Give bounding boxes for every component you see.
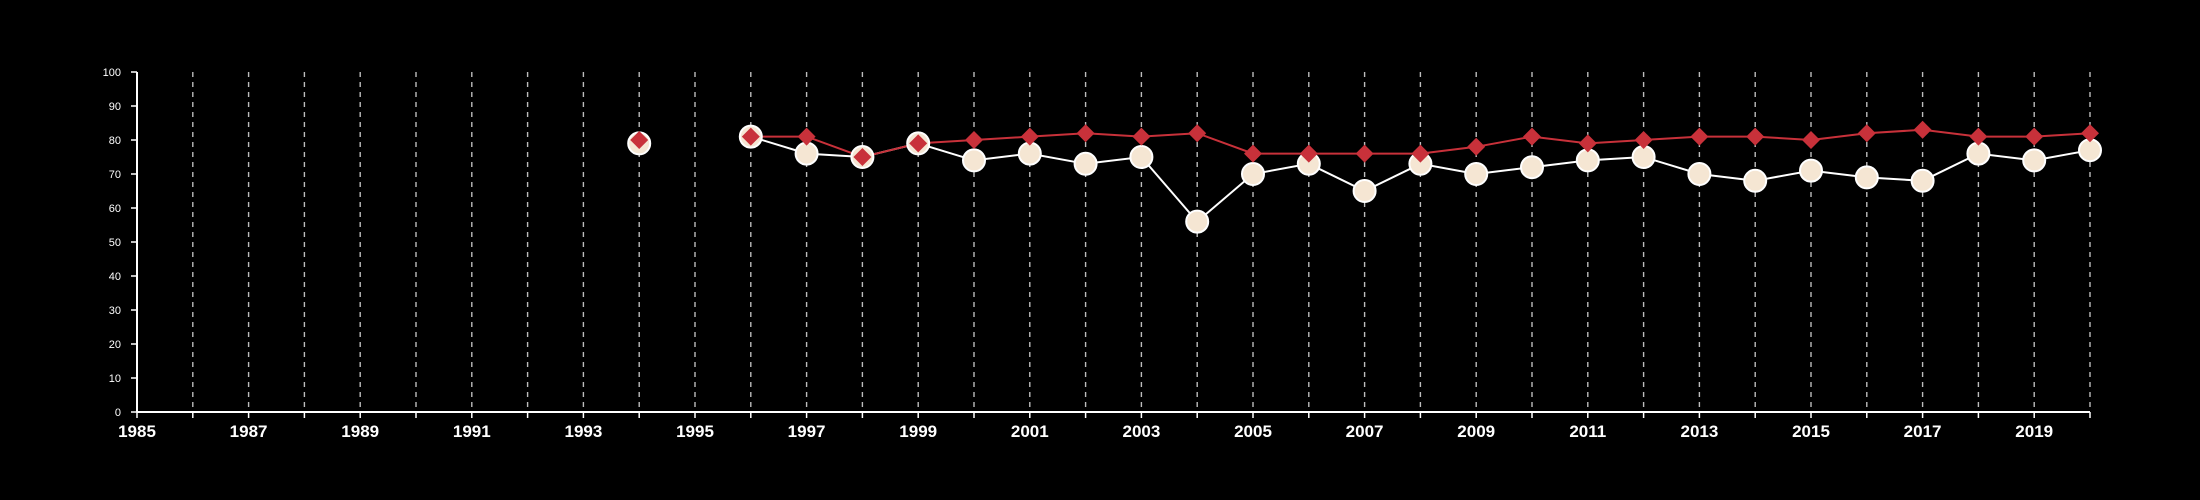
- x-tick-label: 2011: [1569, 422, 1606, 441]
- diamond-point-1999: [909, 134, 928, 153]
- diamond-point-1996: [741, 127, 760, 146]
- y-tick-label: 100: [103, 67, 121, 79]
- diamond-point-2019: [2025, 127, 2044, 146]
- x-tick-label: 2017: [1904, 422, 1942, 441]
- y-tick-label: 60: [109, 203, 121, 215]
- diamond-point-2011: [1578, 134, 1597, 153]
- circle-point-1997: [794, 141, 819, 166]
- diamond-point-2006: [1299, 144, 1318, 163]
- y-tick-label: 90: [109, 101, 121, 113]
- y-tick-label: 70: [109, 169, 121, 181]
- diamond-point-2020: [2081, 124, 2099, 143]
- circle-point-2020: [2078, 138, 2102, 163]
- x-tick-label: 1985: [118, 422, 156, 441]
- circle-point-2005: [1241, 162, 1265, 186]
- circle-point-2004: [1185, 209, 1210, 234]
- axes: 0 10 20 30 40 50 60 70 80 90 100 1985 1987 1989 1991 19…: [103, 67, 2091, 441]
- diamond-point-2012: [1634, 131, 1653, 149]
- x-tick-label: 1991: [453, 422, 491, 441]
- x-tick-label: 1987: [230, 422, 268, 441]
- x-tick-label: 2019: [2015, 422, 2053, 441]
- y-tick-label: 30: [109, 305, 121, 317]
- circle-point-2017: [1910, 168, 1935, 193]
- circle-point-2007: [1352, 179, 1377, 203]
- x-tick-label: 2009: [1457, 422, 1495, 441]
- diamond-point-2018: [1969, 127, 1988, 146]
- diamond-point-2016: [1857, 124, 1876, 143]
- y-tick-label: 80: [109, 135, 121, 147]
- x-tick-label: 2015: [1792, 422, 1830, 441]
- circle-point-2013: [1687, 162, 1712, 186]
- circle-point-2014: [1743, 168, 1768, 193]
- circle-point-2000: [962, 148, 986, 173]
- diamond-point-1998: [853, 148, 872, 166]
- diamond-point-2007: [1355, 144, 1374, 163]
- diamond-point-2017: [1913, 120, 1932, 139]
- series-group: [627, 120, 2102, 234]
- x-tick-label: 1989: [341, 422, 379, 441]
- x-tick-label: 2013: [1680, 422, 1718, 441]
- diamond-point-2004: [1188, 124, 1207, 143]
- circle-point-2001: [1017, 141, 1042, 166]
- x-tick-label: 2005: [1234, 422, 1272, 441]
- diamond-point-2014: [1746, 127, 1765, 146]
- circle-point-2018: [1966, 141, 1991, 166]
- diamond-point-2009: [1467, 137, 1486, 156]
- x-tick-label: 1999: [899, 422, 937, 441]
- circle-point-2003: [1129, 145, 1154, 169]
- x-tick-label: 1993: [564, 422, 602, 441]
- y-tick-label: 10: [109, 373, 121, 385]
- x-tick-label: 1997: [788, 422, 826, 441]
- circle-point-2015: [1799, 158, 1823, 183]
- diamond-point-2013: [1690, 127, 1709, 146]
- diamond-point-1994: [630, 131, 649, 149]
- diamond-point-2000: [965, 131, 983, 149]
- y-tick-label: 50: [109, 237, 121, 249]
- x-tick-label: 1995: [676, 422, 714, 441]
- circle-point-2009: [1464, 162, 1489, 186]
- vertical-grid: [192, 72, 2091, 412]
- x-tick-label: 2007: [1346, 422, 1384, 441]
- circle-point-2002: [1073, 151, 1098, 176]
- circle-point-2012: [1631, 145, 1656, 169]
- circle-point-2010: [1520, 155, 1544, 180]
- y-tick-label: 40: [109, 271, 121, 283]
- y-tick-label: 20: [109, 339, 121, 351]
- diamond-point-2005: [1244, 144, 1262, 163]
- circle-point-2016: [1854, 165, 1879, 190]
- diamond-point-2015: [1802, 131, 1820, 149]
- diamond-point-2003: [1132, 127, 1151, 146]
- x-tick-label: 2001: [1011, 422, 1049, 441]
- circle-point-2011: [1575, 148, 1600, 173]
- diamond-point-2001: [1020, 127, 1039, 146]
- y-tick-label: 0: [115, 407, 121, 419]
- diamond-point-1997: [797, 127, 816, 146]
- circle-point-2019: [2022, 148, 2047, 173]
- x-tick-label: 2003: [1122, 422, 1160, 441]
- diamond-point-2008: [1411, 144, 1430, 163]
- diamond-point-2002: [1076, 124, 1095, 143]
- diamond-point-2010: [1523, 127, 1541, 146]
